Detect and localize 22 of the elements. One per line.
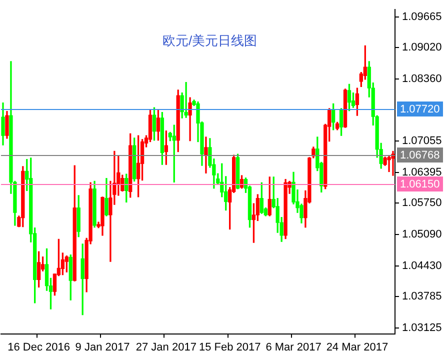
y-tick-label: 1.07055 (402, 135, 442, 148)
y-tick-label: 1.05090 (402, 228, 442, 240)
x-tick-label: 16 Dec 2016 (8, 341, 70, 354)
ref-line-label: 1.07720 (400, 104, 440, 116)
y-tick-label: 1.06395 (402, 166, 442, 178)
ref-line-label: 1.06768 (400, 150, 440, 162)
y-tick-label: 1.04430 (402, 260, 442, 272)
x-tick-label: 6 Mar 2017 (266, 341, 322, 354)
y-tick-label: 1.03785 (402, 290, 442, 303)
ref-line-label: 1.06150 (400, 178, 440, 191)
y-tick-label: 1.08360 (402, 73, 442, 86)
y-tick-label: 1.09665 (402, 11, 442, 23)
candlestick (184, 82, 188, 118)
text: 欧元/美元日线图 (162, 33, 258, 48)
x-tick-label: 27 Jan 2017 (136, 341, 196, 354)
x-tick-label: 9 Jan 2017 (75, 341, 130, 354)
y-tick-label: 1.05750 (402, 197, 442, 210)
x-tick-label: 15 Feb 2017 (198, 341, 261, 354)
y-tick-label: 1.03125 (402, 322, 442, 334)
candlestick (204, 136, 208, 174)
y-tick-label: 1.09020 (402, 42, 442, 54)
x-tick-label: 24 Mar 2017 (326, 341, 388, 354)
